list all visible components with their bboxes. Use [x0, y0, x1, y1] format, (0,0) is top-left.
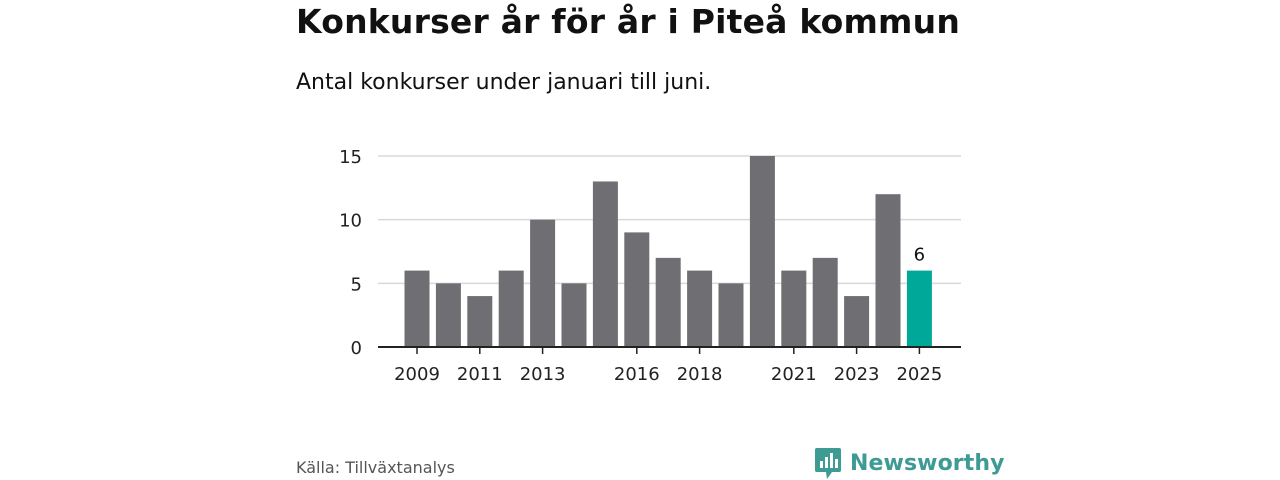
newsworthy-bar-chart-logo-icon	[815, 448, 841, 479]
x-tick-label: 2021	[771, 364, 817, 385]
bar	[467, 296, 493, 347]
y-tick-label: 0	[351, 338, 362, 359]
x-tick-label: 2013	[520, 364, 566, 385]
x-axis-ticks: 2009 2011 2013 2016 2018 2021 2023 2025	[394, 347, 942, 385]
y-tick-label: 5	[351, 274, 362, 295]
bar	[749, 156, 775, 347]
bar	[435, 283, 461, 347]
bar	[718, 283, 744, 347]
bar	[655, 257, 681, 347]
x-tick-label: 2016	[614, 364, 660, 385]
bar	[561, 283, 587, 347]
newsworthy-logo: Newsworthy	[814, 446, 1005, 480]
chart-title: Konkurser år för år i Piteå kommun	[296, 2, 961, 41]
y-tick-label: 15	[339, 147, 362, 168]
bar	[687, 270, 713, 347]
bar	[812, 257, 838, 347]
bar	[781, 270, 807, 347]
x-tick-label: 2025	[896, 364, 942, 385]
bar-highlight	[906, 270, 932, 347]
bar	[404, 270, 430, 347]
x-tick-label: 2023	[834, 364, 880, 385]
x-tick-label: 2018	[677, 364, 723, 385]
y-axis-ticks: 0 5 10 15	[339, 147, 362, 359]
bars	[404, 156, 932, 347]
x-tick-label: 2011	[457, 364, 503, 385]
brand-name: Newsworthy	[850, 450, 1005, 476]
source-note: Källa: Tillväxtanalys	[296, 458, 455, 477]
chart-subtitle: Antal konkurser under januari till juni.	[296, 70, 712, 95]
bar	[875, 194, 901, 347]
data-label: 6	[914, 245, 925, 266]
bar	[498, 270, 524, 347]
data-labels: 6	[914, 245, 925, 266]
bar	[592, 181, 618, 347]
x-tick-label: 2009	[394, 364, 440, 385]
bar	[624, 232, 650, 347]
bar	[530, 219, 556, 347]
bar	[844, 296, 870, 347]
y-tick-label: 10	[339, 211, 362, 232]
